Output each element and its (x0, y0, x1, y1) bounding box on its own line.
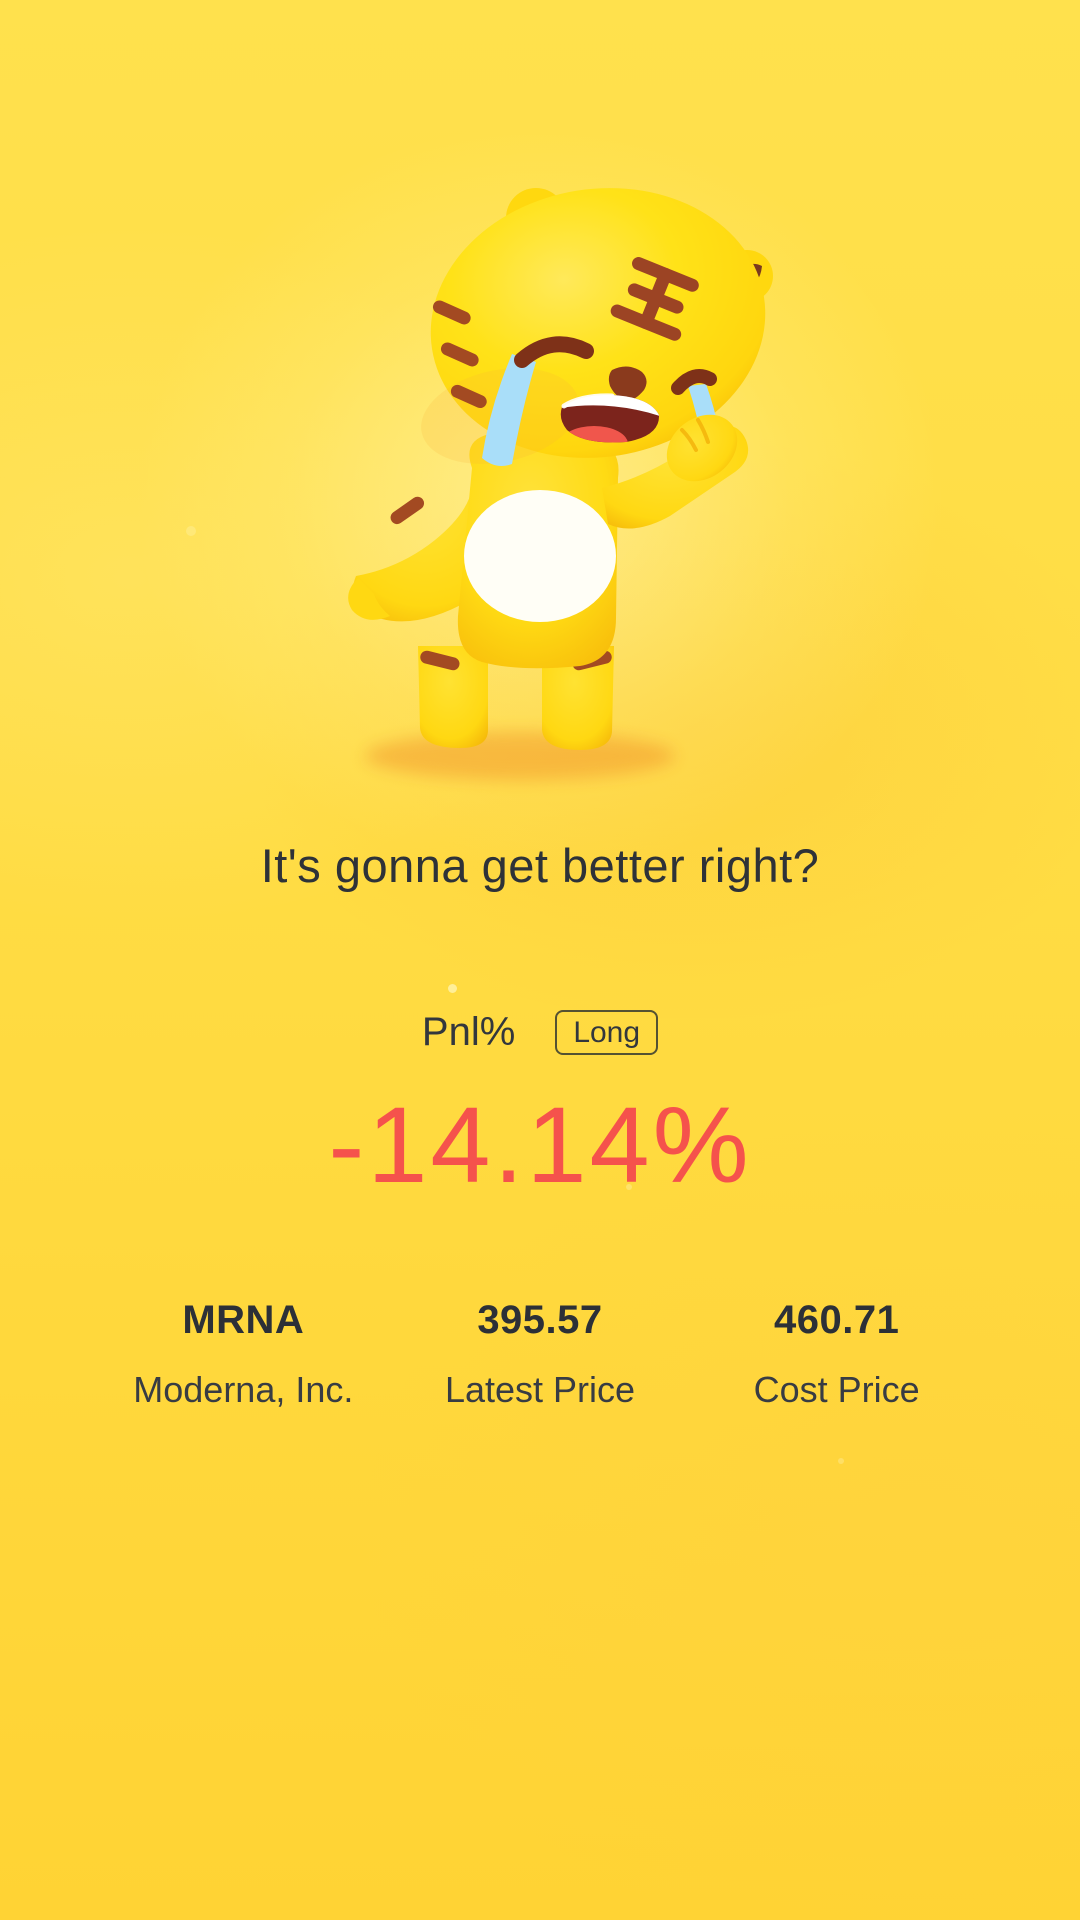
tiger-mascot-image (250, 148, 830, 813)
pnl-label: Pnl% (421, 1009, 516, 1054)
pnl-percentage-value: -14.14% (328, 1084, 752, 1205)
latest-price-label: Latest Price (444, 1369, 636, 1410)
latest-price-value: 395.57 (477, 1298, 603, 1342)
company-name-label: Moderna, Inc. (133, 1369, 354, 1410)
sparkle-dot (186, 526, 196, 536)
stat-symbol: MRNA Moderna, Inc. (95, 1298, 392, 1411)
symbol-value: MRNA (182, 1298, 305, 1342)
stat-latest-price: 395.57 Latest Price (392, 1298, 689, 1411)
stats-row: MRNA Moderna, Inc. 395.57 Latest Price 4… (0, 1298, 1080, 1411)
cost-price-label: Cost Price (753, 1369, 920, 1410)
cost-price-value: 460.71 (773, 1298, 900, 1342)
stat-cost-price: 460.71 Cost Price (688, 1298, 985, 1411)
pnl-header-row: Pnl% Long (0, 1002, 1080, 1062)
sparkle-dot (448, 984, 457, 993)
caption-text: It's gonna get better right? (260, 839, 820, 892)
tiger-mascot-svg (348, 188, 773, 780)
position-badge: Long (555, 1009, 659, 1055)
sparkle-dot (838, 1458, 844, 1464)
